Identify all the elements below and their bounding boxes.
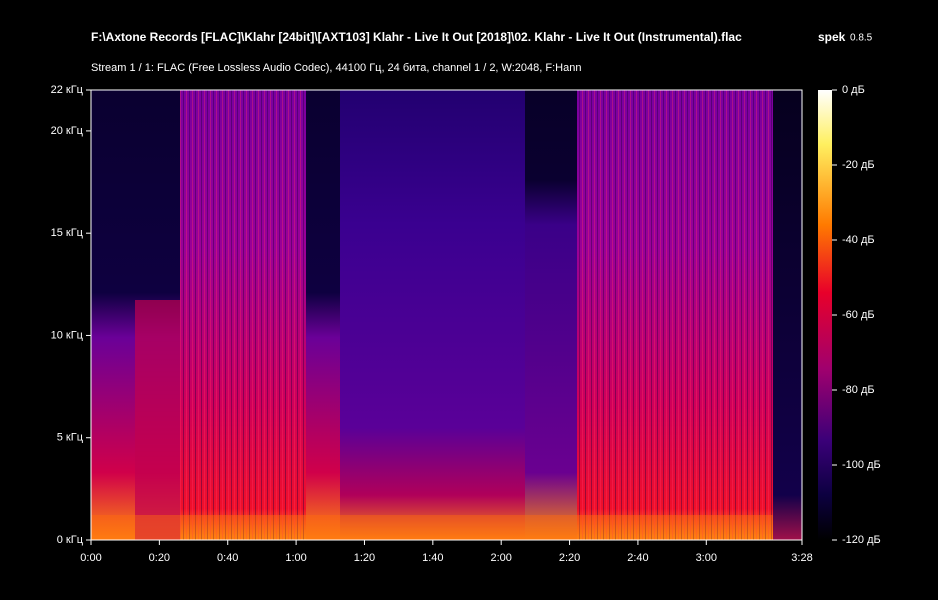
x-tick-label: 3:28 (791, 552, 812, 564)
file-title: F:\Axtone Records [FLAC]\Klahr [24bit]\[… (91, 30, 742, 44)
y-tick-label: 15 кГц (51, 227, 84, 239)
x-tick-label: 1:40 (422, 552, 443, 564)
y-tick-label: 20 кГц (51, 125, 84, 137)
colorbar (818, 90, 832, 540)
y-tick-label: 5 кГц (57, 432, 84, 444)
x-tick-label: 2:20 (559, 552, 580, 564)
spectrogram (91, 90, 802, 540)
x-tick-label: 1:00 (285, 552, 306, 564)
stream-info: Stream 1 / 1: FLAC (Free Lossless Audio … (91, 62, 581, 74)
x-tick-label: 0:00 (80, 552, 101, 564)
colorbar-tick-label: -100 дБ (842, 459, 881, 471)
x-tick-label: 0:20 (149, 552, 170, 564)
x-tick-label: 0:40 (217, 552, 238, 564)
colorbar-tick-label: -40 дБ (842, 234, 875, 246)
x-tick-label: 2:00 (490, 552, 511, 564)
colorbar-tick-label: -120 дБ (842, 534, 881, 546)
y-tick-label: 0 кГц (57, 534, 84, 546)
plot-frame (90, 89, 803, 541)
colorbar-tick-label: -60 дБ (842, 309, 875, 321)
colorbar-tick-label: -20 дБ (842, 159, 875, 171)
colorbar-tick-label: 0 дБ (842, 84, 865, 96)
x-tick-label: 1:20 (354, 552, 375, 564)
y-tick-label: 22 кГц (51, 84, 84, 96)
app-version: 0.8.5 (850, 33, 873, 44)
app-name: spek (818, 30, 846, 44)
colorbar-tick-label: -80 дБ (842, 384, 875, 396)
y-tick-label: 10 кГц (51, 329, 84, 341)
x-tick-label: 2:40 (627, 552, 648, 564)
x-tick-label: 3:00 (696, 552, 717, 564)
